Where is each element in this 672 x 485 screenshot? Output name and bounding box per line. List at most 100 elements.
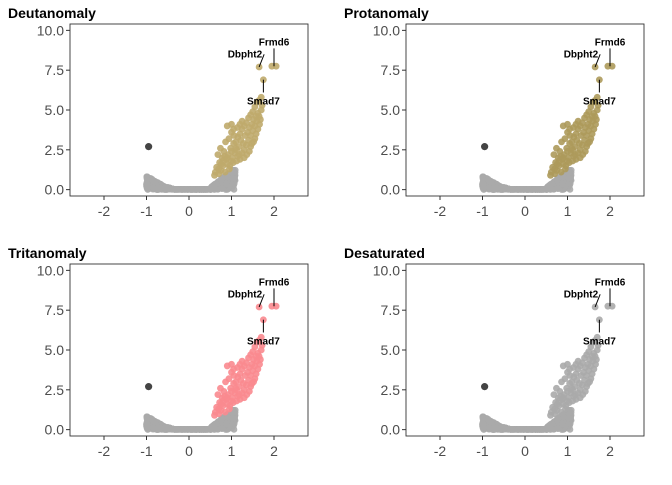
significant-point <box>217 160 225 168</box>
significant-point <box>230 125 238 133</box>
background-point <box>485 424 493 432</box>
plot-frame <box>405 263 645 437</box>
background-point <box>229 175 236 182</box>
x-tick-label: 0 <box>185 443 193 459</box>
x-tick-label: -1 <box>476 203 489 219</box>
x-tick-label: 0 <box>521 443 529 459</box>
y-tick-label: 0.0 <box>381 182 401 198</box>
x-tick-label: -2 <box>434 443 447 459</box>
significant-point <box>561 375 569 383</box>
background-point <box>565 175 572 182</box>
significant-point <box>238 117 246 125</box>
label-leader-line <box>594 54 601 68</box>
background-point <box>222 420 230 428</box>
x-tick-label: 0 <box>521 203 529 219</box>
background-point <box>518 186 526 193</box>
x-tick-label: -2 <box>98 203 111 219</box>
background-point <box>566 409 574 416</box>
background-point <box>143 419 151 427</box>
significant-point <box>566 125 574 133</box>
y-tick-label: 5.0 <box>45 342 65 358</box>
significant-point <box>561 135 569 143</box>
background-point <box>485 184 493 192</box>
significant-point <box>211 168 219 176</box>
background-point <box>161 184 169 192</box>
y-tick-label: 10.0 <box>373 22 400 38</box>
background-point <box>143 179 151 187</box>
significant-point <box>593 333 601 341</box>
panel-title: Protanomaly <box>344 5 429 21</box>
background-point <box>534 186 542 193</box>
significant-point <box>566 365 574 373</box>
background-point <box>203 426 211 433</box>
significant-point <box>221 392 229 400</box>
label-leader-line <box>258 54 265 68</box>
x-tick-label: -1 <box>140 443 153 459</box>
significant-point <box>257 333 265 341</box>
significant-point <box>568 144 576 152</box>
significant-point <box>593 93 601 101</box>
significant-point <box>557 152 565 160</box>
background-point <box>554 425 562 432</box>
outlier-point <box>481 143 489 151</box>
x-tick-label: 2 <box>270 443 278 459</box>
panel-tritanomaly: Tritanomaly 0.0 2.5 5.0 7.5 10.0 -2 -1 0 1 2 Frmd6D… <box>8 245 309 459</box>
background-point <box>558 420 566 428</box>
background-point <box>539 186 547 193</box>
plot-frame <box>69 23 309 197</box>
significant-point <box>547 168 555 176</box>
significant-point <box>593 356 600 363</box>
significant-point <box>569 157 576 165</box>
background-point <box>548 420 556 427</box>
background-point <box>508 426 516 433</box>
significant-point <box>250 378 257 386</box>
y-tick-label: 10.0 <box>373 262 400 278</box>
gene-label: Frmd6 <box>595 277 626 288</box>
background-point <box>497 424 505 432</box>
significant-points <box>211 302 280 419</box>
plot-frame <box>69 263 309 437</box>
background-point <box>212 420 220 427</box>
gene-label: Dbpht2 <box>564 49 599 60</box>
background-point <box>172 426 180 433</box>
background-point <box>565 415 572 422</box>
significant-point <box>235 151 243 158</box>
gene-label: Smad7 <box>247 96 280 107</box>
significant-point <box>553 160 561 168</box>
significant-point <box>586 138 593 146</box>
significant-point <box>581 388 589 395</box>
significant-point <box>245 388 253 395</box>
x-tick-label: 1 <box>228 203 236 219</box>
x-tick-label: -1 <box>140 203 153 219</box>
y-tick-label: 5.0 <box>381 342 401 358</box>
background-points <box>479 406 575 433</box>
significant-point <box>235 391 243 398</box>
background-point <box>554 185 562 192</box>
y-tick-label: 0.0 <box>381 422 401 438</box>
significant-point <box>571 151 579 158</box>
y-tick-label: 2.5 <box>45 382 65 398</box>
significant-point <box>581 148 589 155</box>
background-point <box>161 424 169 432</box>
background-point <box>203 186 211 193</box>
significant-point <box>221 152 229 160</box>
background-point <box>144 424 151 431</box>
significant-point <box>217 400 225 408</box>
significant-point <box>230 365 238 373</box>
y-tick-label: 5.0 <box>381 102 401 118</box>
panel-title: Deutanomaly <box>8 5 96 21</box>
gene-label: Frmd6 <box>259 37 290 48</box>
background-point <box>182 186 190 193</box>
background-points <box>143 406 239 433</box>
y-tick-label: 7.5 <box>381 62 401 78</box>
background-point <box>144 184 151 191</box>
outlier-point <box>145 383 153 391</box>
significant-points <box>211 62 280 179</box>
significant-point <box>225 135 233 143</box>
significant-point <box>557 392 565 400</box>
background-point <box>548 180 556 187</box>
x-tick-label: 2 <box>606 443 614 459</box>
significant-point <box>217 144 224 152</box>
gene-label: Frmd6 <box>595 37 626 48</box>
